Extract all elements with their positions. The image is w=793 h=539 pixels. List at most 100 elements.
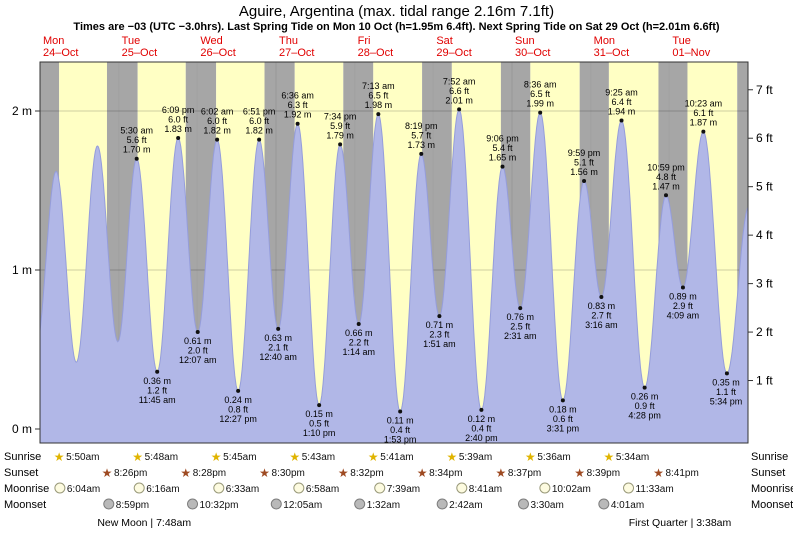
tide-high-label: 6.1 ft — [693, 108, 714, 118]
tide-area — [40, 109, 748, 444]
moonrise-icon — [456, 482, 468, 494]
tide-high-label: 6.5 ft — [368, 91, 389, 101]
plot-border — [39, 61, 749, 444]
moonrise-time-label: 7:39am — [387, 484, 420, 495]
y-axis-label-m: 2 m — [12, 104, 32, 118]
day-date-label: 26–Oct — [200, 47, 235, 59]
tide-high-label: 6.6 ft — [449, 86, 470, 96]
tide-low-label: 3:31 pm — [547, 423, 580, 433]
tide-high-label: 1.56 m — [570, 167, 598, 177]
tide-high-label: 1.47 m — [652, 181, 680, 191]
sunset-star-icon: ★ — [338, 466, 349, 480]
tide-low-label: 0.66 m — [345, 328, 373, 338]
sunset-time-label: 8:30pm — [272, 468, 305, 479]
tide-high-label: 6.4 ft — [612, 97, 633, 107]
sunrise-time-label: 5:50am — [66, 452, 99, 463]
y-axis-label-ft: 3 ft — [756, 277, 773, 291]
tide-low-label: 0.35 m — [712, 377, 740, 387]
tide-high-label: 6.3 ft — [288, 100, 309, 110]
moonset-icon — [598, 498, 610, 510]
tide-low-label: 0.4 ft — [390, 425, 411, 435]
day-name-label: Wed — [200, 35, 222, 47]
row-label-sunrise-left: Sunrise — [4, 451, 41, 463]
y-axis-label-ft: 4 ft — [756, 228, 773, 242]
sunset-time-label: 8:39pm — [587, 468, 620, 479]
sunrise-time-label: 5:39am — [459, 452, 492, 463]
sunset-star-icon: ★ — [653, 466, 664, 480]
sunrise-star-icon: ★ — [132, 450, 143, 464]
tide-low-label: 0.89 m — [669, 291, 697, 301]
tide-low-label: 0.6 ft — [553, 414, 574, 424]
row-label-moonrise-right: Moonrise — [751, 483, 793, 495]
tide-high-label: 9:25 am — [605, 88, 638, 98]
tide-high-label: 6:36 am — [281, 91, 314, 101]
tide-high-marker — [176, 136, 181, 141]
sunrise-star-icon: ★ — [368, 450, 379, 464]
tide-low-marker — [724, 371, 729, 376]
day-name-label: Sat — [436, 35, 453, 47]
tide-high-label: 4.8 ft — [656, 172, 677, 182]
tide-high-marker — [538, 110, 543, 115]
tide-low-label: 0.36 m — [143, 376, 171, 386]
tide-high-label: 1.92 m — [284, 110, 312, 120]
moonrise-time-label: 6:58am — [306, 484, 339, 495]
tide-low-label: 2.7 ft — [591, 311, 612, 321]
tide-high-label: 1.99 m — [526, 99, 554, 109]
tide-high-label: 6.0 ft — [249, 116, 270, 126]
tide-low-label: 1.2 ft — [147, 385, 168, 395]
moonset-time-label: 8:59pm — [116, 500, 149, 511]
tide-high-marker — [500, 164, 505, 169]
tide-low-label: 12:40 am — [259, 352, 297, 362]
sunset-star-icon: ★ — [496, 466, 507, 480]
tide-low-label: 12:07 am — [179, 355, 217, 365]
tide-low-label: 0.71 m — [426, 320, 454, 330]
tide-low-marker — [356, 322, 361, 327]
tide-high-label: 1.79 m — [326, 130, 354, 140]
sunset-time-label: 8:41pm — [665, 468, 698, 479]
tide-low-label: 0.83 m — [588, 301, 616, 311]
tide-high-marker — [701, 129, 706, 134]
day-date-label: 29–Oct — [436, 47, 471, 59]
tide-high-marker — [582, 178, 587, 183]
moonrise-time-label: 6:33am — [226, 484, 259, 495]
sunrise-star-icon: ★ — [289, 450, 300, 464]
day-date-label: 25–Oct — [122, 47, 157, 59]
day-name-label: Tue — [672, 35, 691, 47]
tide-low-label: 5:34 pm — [710, 396, 743, 406]
tide-low-label: 0.12 m — [468, 414, 496, 424]
moonrise-time-label: 8:41am — [469, 484, 502, 495]
tide-high-label: 1.83 m — [164, 124, 192, 134]
sunset-star-icon: ★ — [417, 466, 428, 480]
night-band — [185, 62, 198, 443]
tide-low-label: 0.5 ft — [309, 419, 330, 429]
tide-high-label: 8:36 am — [524, 80, 557, 90]
tide-low-label: 2:31 am — [504, 331, 537, 341]
tide-low-label: 1:14 am — [342, 347, 375, 357]
day-name-label: Tue — [122, 35, 141, 47]
sunrise-star-icon: ★ — [525, 450, 536, 464]
tide-low-label: 1:53 pm — [384, 435, 417, 445]
tide-low-label: 0.8 ft — [228, 404, 249, 414]
sunset-time-label: 8:37pm — [508, 468, 541, 479]
tide-low-label: 0.63 m — [264, 333, 292, 343]
sunrise-time-label: 5:41am — [380, 452, 413, 463]
y-axis-label-ft: 2 ft — [756, 325, 773, 339]
tide-low-label: 0.9 ft — [635, 401, 656, 411]
sunrise-star-icon: ★ — [54, 450, 65, 464]
sunrise-star-icon: ★ — [446, 450, 457, 464]
tide-high-label: 1.98 m — [365, 100, 393, 110]
tide-high-label: 6.5 ft — [530, 89, 551, 99]
tide-low-marker — [479, 407, 484, 412]
moon-phase-label: New Moon | 7:48am — [97, 517, 191, 529]
moon-phase-label: First Quarter | 3:38am — [629, 517, 732, 529]
row-label-sunset-left: Sunset — [4, 467, 38, 479]
day-name-label: Thu — [279, 35, 298, 47]
page-subtitle: Times are −03 (UTC −3.0hrs). Last Spring… — [73, 21, 720, 33]
tide-high-label: 6.0 ft — [207, 116, 228, 126]
day-date-label: 24–Oct — [43, 47, 78, 59]
sunrise-time-label: 5:34am — [616, 452, 649, 463]
moonset-time-label: 10:32pm — [200, 500, 239, 511]
day-date-label: 28–Oct — [358, 47, 393, 59]
tide-low-marker — [599, 295, 604, 300]
